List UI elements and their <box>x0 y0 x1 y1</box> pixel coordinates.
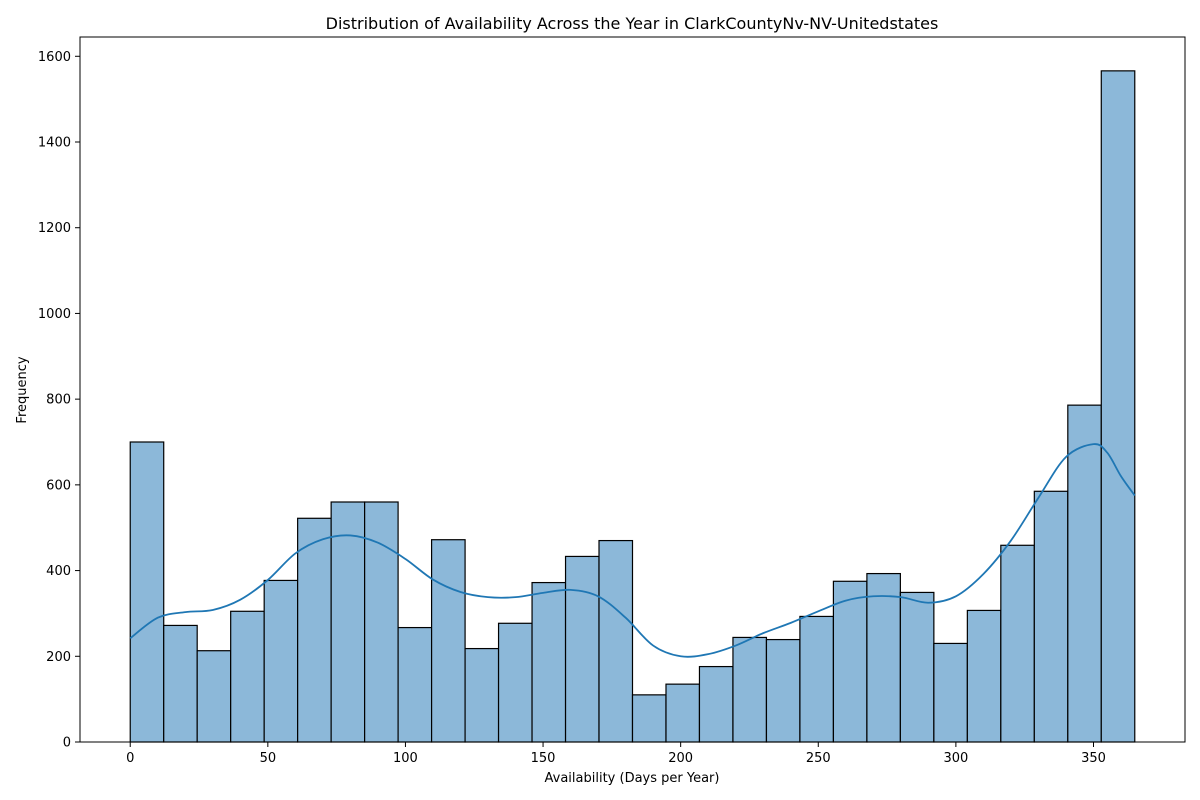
histogram-bar <box>531 581 567 743</box>
y-tick-label: 1600 <box>38 50 71 65</box>
bars-group <box>129 70 1136 743</box>
x-tick-label: 0 <box>126 751 134 766</box>
histogram-bar <box>129 441 165 743</box>
histogram-bar <box>263 579 299 743</box>
x-tick-label: 150 <box>531 751 556 766</box>
y-axis-ticks: 0 200 400 600 800 1000 1200 1400 1600 <box>38 50 80 751</box>
x-tick-label: 300 <box>943 751 968 766</box>
histogram-bar <box>966 609 1002 743</box>
histogram-bar <box>799 615 835 743</box>
histogram-bar <box>899 591 935 743</box>
x-tick-label: 350 <box>1081 751 1106 766</box>
histogram-bar <box>765 638 801 743</box>
histogram-bar <box>330 501 366 743</box>
histogram-bar <box>464 647 500 743</box>
y-tick-label: 600 <box>46 478 71 493</box>
histogram-bar <box>598 539 634 743</box>
x-axis-ticks: 0 50 100 150 200 250 300 350 <box>126 742 1106 766</box>
histogram-bar <box>1067 404 1102 743</box>
histogram-bar <box>497 622 533 743</box>
x-tick-label: 200 <box>668 751 693 766</box>
histogram-bar <box>196 650 232 743</box>
histogram-bar <box>564 555 600 743</box>
histogram-bar <box>866 572 901 743</box>
x-tick-label: 100 <box>393 751 418 766</box>
histogram-bar <box>631 694 667 743</box>
histogram-bar <box>665 683 701 743</box>
chart-title: Distribution of Availability Across the … <box>326 14 939 33</box>
kde-line <box>129 443 1136 658</box>
y-tick-label: 400 <box>46 564 71 579</box>
histogram-bar <box>297 517 332 743</box>
histogram-bar <box>1033 490 1069 743</box>
histogram-bar <box>832 580 868 743</box>
histogram-bar <box>698 665 734 743</box>
histogram-bar <box>732 636 768 743</box>
histogram-bar <box>364 501 399 743</box>
histogram-bar <box>163 624 198 743</box>
y-tick-label: 1400 <box>38 136 71 151</box>
histogram-bar <box>933 642 968 743</box>
histogram-bar <box>230 610 265 743</box>
histogram-bar <box>397 626 433 743</box>
y-tick-label: 1200 <box>38 221 71 236</box>
histogram-bar <box>430 539 466 743</box>
y-tick-label: 200 <box>46 650 71 665</box>
plot-frame <box>79 36 1186 743</box>
y-tick-label: 1000 <box>38 307 71 322</box>
histogram-bar <box>1100 70 1136 743</box>
x-tick-label: 250 <box>806 751 831 766</box>
y-tick-label: 800 <box>46 393 71 408</box>
x-tick-label: 50 <box>260 751 277 766</box>
kde-group <box>129 443 1136 658</box>
x-axis-label: Availability (Days per Year) <box>545 771 720 786</box>
y-tick-label: 0 <box>63 736 71 751</box>
y-axis-label: Frequency <box>15 356 30 423</box>
histogram-bar <box>1000 544 1035 743</box>
